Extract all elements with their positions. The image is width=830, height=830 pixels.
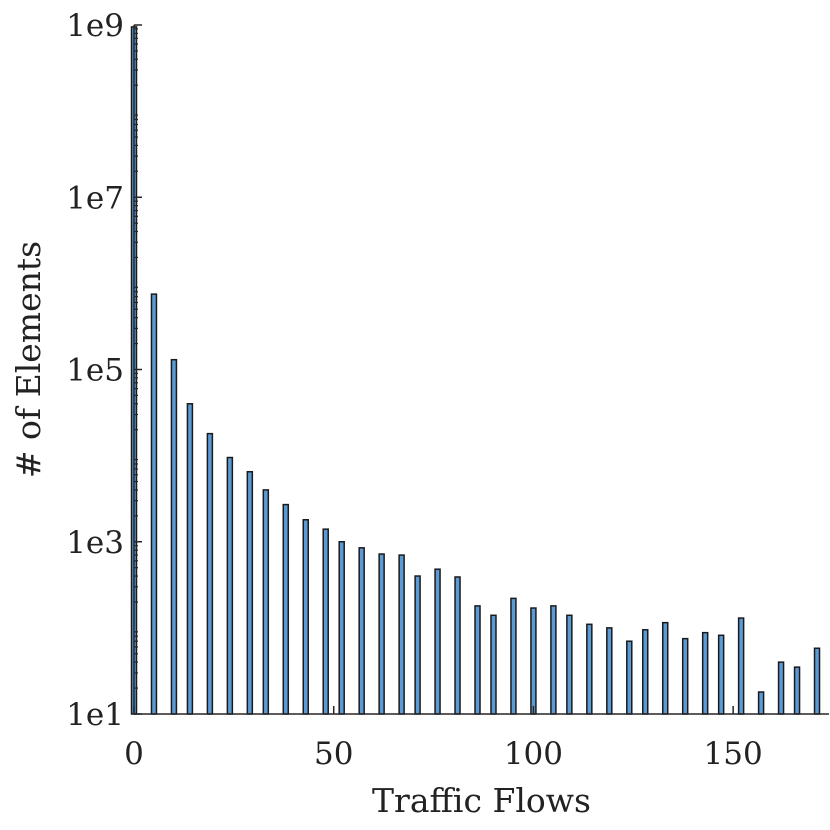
y-tick-label: 1e5 [66,353,124,389]
bar [206,432,214,715]
bar [737,617,745,715]
bar [661,621,669,715]
x-tick-label: 50 [314,736,353,772]
bar [813,647,821,715]
bar [226,456,234,715]
x-tick-label: 0 [124,736,144,772]
x-ticks: 0 50 100 150 [124,706,763,772]
bar [414,575,421,715]
bar [681,637,689,715]
y-tick-label: 1e1 [66,697,124,733]
bar [246,470,254,715]
bar [302,519,309,715]
bar [626,640,633,715]
y-tick-label: 1e7 [66,180,124,216]
bar [398,554,405,715]
bar [701,631,709,715]
bar [757,691,765,715]
bar [510,597,517,715]
bar [282,503,290,715]
x-tick-label: 100 [504,736,563,772]
bar [490,614,497,715]
bar [566,614,573,715]
bar [378,553,385,715]
bar-series [130,26,821,715]
bar [434,568,441,715]
bar [717,634,725,715]
bar [606,627,613,715]
bar [550,605,557,715]
bar [338,541,345,715]
bar [262,489,270,715]
bar [642,629,649,715]
bar [793,666,801,715]
axes [133,25,829,715]
y-tick-label: 1e3 [66,525,124,561]
bar [474,605,481,715]
x-axis-label: Traffic Flows [372,781,591,820]
bar [454,576,461,715]
bar [777,661,785,715]
bar [530,607,537,715]
bar [170,358,178,715]
y-ticks: 1e1 1e3 1e5 1e7 1e9 [66,8,142,733]
bar [358,547,365,715]
y-tick-label: 1e9 [66,8,124,44]
bar [586,623,593,715]
y-axis-label: # of Elements [9,241,48,478]
bar [186,403,194,715]
bar [322,528,329,715]
x-tick-label: 150 [704,736,763,772]
bar [150,293,158,715]
